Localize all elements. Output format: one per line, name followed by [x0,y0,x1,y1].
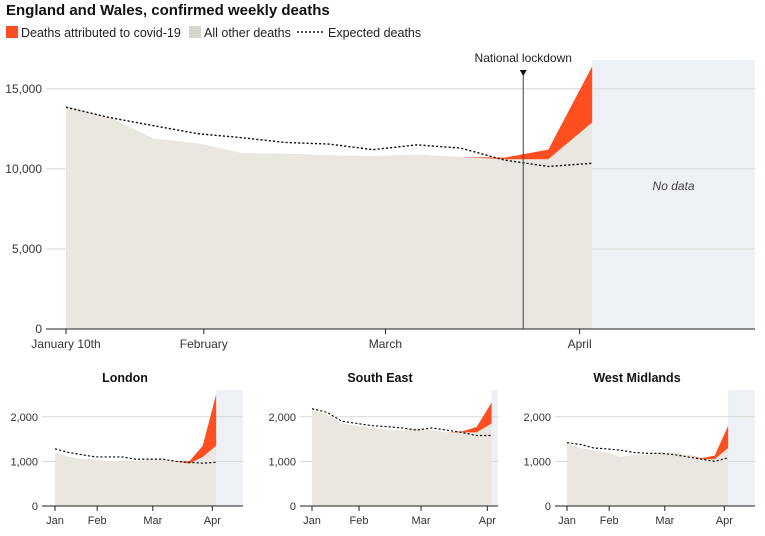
x-tick-label: Mar [655,515,674,527]
line-expected-deaths [65,106,593,168]
panel-title: London [102,371,148,385]
lockdown-marker [519,70,527,76]
x-tick-label: Jan [46,515,64,527]
no-data-region [216,390,243,506]
panel-west-midlands: 0 1,000 2,000 Jan Feb Mar Apr West Midlands [523,371,755,527]
legend-swatch-covid [6,26,18,38]
y-tick-label: 1,000 [523,456,551,468]
y-tick-label: 0 [32,501,38,513]
y-tick-label: 15,000 [5,82,42,96]
x-tick-label: February [180,337,228,351]
x-tick-label: Apr [204,515,221,527]
area-other-deaths [55,445,217,506]
no-data-region [491,390,498,506]
y-tick-label: 2,000 [523,412,551,424]
panel-title: West Midlands [593,371,680,385]
line-expected-deaths [54,448,217,464]
x-tick-label: April [568,337,592,351]
legend-label-expected: Expected deaths [328,26,421,40]
x-tick-label: Apr [479,515,496,527]
y-tick-label: 0 [35,322,42,336]
panel-south-east: 0 1,000 2,000 Jan Feb Mar Apr South East [268,371,498,527]
x-tick-label: Jan [303,515,321,527]
x-tick-label: March [369,337,402,351]
x-tick-label: Feb [600,515,619,527]
area-covid-deaths [312,402,492,433]
area-covid-deaths [55,394,217,464]
legend: Deaths attributed to covid-19 All other … [6,26,421,40]
legend-label-covid: Deaths attributed to covid-19 [21,26,181,40]
panel-england-and-wales: 0 5,000 10,000 15,000 January 10th February Ma… [5,51,755,351]
area-other-deaths [66,106,593,330]
x-tick-label: Jan [558,515,576,527]
y-tick-label: 2,000 [10,412,38,424]
y-tick-label: 0 [545,501,551,513]
line-expected-deaths [566,442,729,462]
no-data-label: No data [653,179,695,193]
x-tick-label: Feb [350,515,369,527]
legend-swatch-other [189,26,201,38]
panel-title: South East [347,371,413,385]
y-tick-label: 1,000 [268,456,296,468]
x-tick-label: Feb [88,515,107,527]
chart-title: England and Wales, confirmed weekly deat… [6,2,330,19]
no-data-region [592,60,755,329]
no-data-region [728,390,755,506]
lockdown-label: National lockdown [475,51,572,65]
x-tick-label: January 10th [31,337,100,351]
y-tick-label: 2,000 [268,412,296,424]
y-tick-label: 10,000 [5,162,42,176]
legend-label-other: All other deaths [204,26,291,40]
line-expected-deaths [311,408,492,437]
area-other-deaths [567,443,729,506]
x-tick-label: Apr [716,515,733,527]
y-tick-label: 5,000 [12,242,42,256]
y-tick-label: 1,000 [10,456,38,468]
x-tick-label: Mar [412,515,431,527]
x-tick-label: Mar [143,515,162,527]
area-other-deaths [312,410,492,506]
chart-panels: 0 5,000 10,000 15,000 January 10th February Ma… [5,51,755,527]
y-tick-label: 0 [290,501,296,513]
panel-london: 0 1,000 2,000 Jan Feb Mar Apr London [10,371,243,527]
